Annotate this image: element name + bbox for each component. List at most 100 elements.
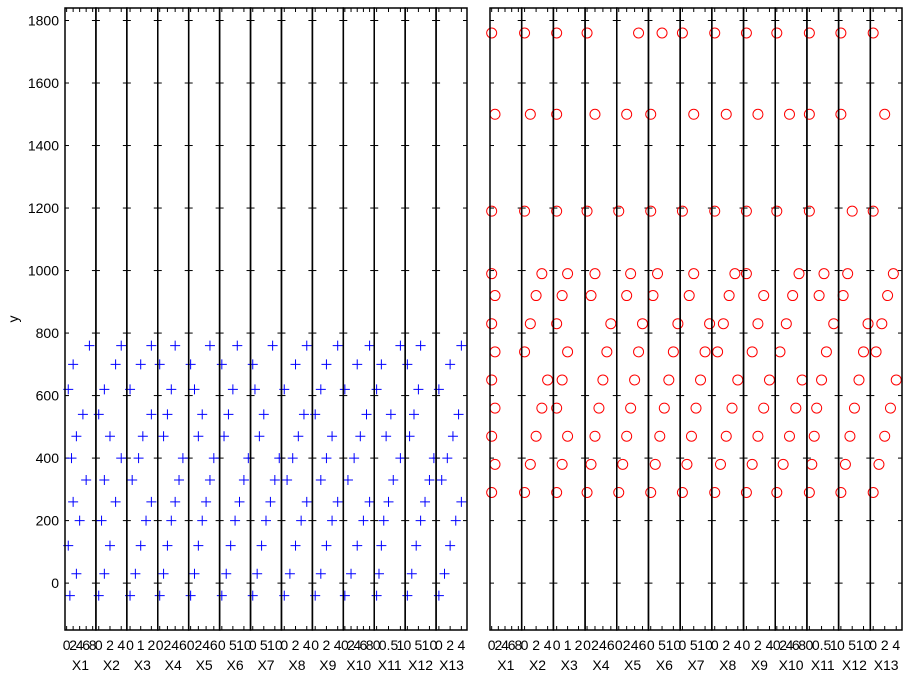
x-tick-label: 4 <box>599 637 607 653</box>
point <box>216 359 227 370</box>
x-axis-label: X1 <box>72 657 89 673</box>
x-tick-label: 2 <box>147 637 155 653</box>
x-tick-label: 6 <box>210 637 218 653</box>
point <box>247 359 258 370</box>
point <box>613 205 625 217</box>
subplot-frame <box>95 7 128 631</box>
point <box>486 430 498 442</box>
point <box>676 486 688 498</box>
point <box>732 374 744 386</box>
y-tick-label: 1200 <box>28 200 59 216</box>
point <box>158 568 169 579</box>
point <box>185 359 196 370</box>
point <box>170 496 181 507</box>
point <box>853 374 865 386</box>
point <box>146 496 157 507</box>
x-tick-label: 2 <box>292 637 300 653</box>
x-tick-label: 4 <box>734 637 742 653</box>
point <box>249 384 260 395</box>
point <box>315 568 326 579</box>
point <box>556 374 568 386</box>
point <box>803 27 815 39</box>
point <box>746 458 758 470</box>
subplot-frame <box>218 7 252 631</box>
point <box>828 318 840 330</box>
x-tick-label: 0 <box>521 637 529 653</box>
point <box>230 515 241 526</box>
point <box>835 27 847 39</box>
point <box>141 515 152 526</box>
x-tick-label: 2 <box>779 637 787 653</box>
point <box>252 568 263 579</box>
point <box>64 590 75 601</box>
point <box>752 108 764 120</box>
point <box>519 486 531 498</box>
x-axis-label: X12 <box>842 657 867 673</box>
subplot-frame <box>435 7 468 631</box>
point <box>166 515 177 526</box>
point <box>867 205 879 217</box>
x-tick-label: 5 <box>690 637 698 653</box>
point <box>844 430 856 442</box>
point <box>808 430 820 442</box>
point <box>436 474 447 485</box>
point <box>758 402 770 414</box>
point <box>685 430 697 442</box>
x-tick-label: 2 <box>623 637 631 653</box>
x-axis-label: X8 <box>288 657 305 673</box>
point <box>556 458 568 470</box>
point <box>723 290 735 302</box>
point <box>204 474 215 485</box>
x-tick-label: 2 <box>754 637 762 653</box>
point <box>884 402 896 414</box>
point <box>77 409 88 420</box>
x-axis-label: X4 <box>592 657 609 673</box>
point <box>717 318 729 330</box>
x-tick-label: 4 <box>766 637 774 653</box>
x-tick-label: 0 <box>341 637 349 653</box>
point <box>876 318 888 330</box>
x-tick-label: 0.5 <box>379 637 399 653</box>
point <box>352 540 363 551</box>
point <box>232 340 243 351</box>
y-axis-label: y <box>5 316 21 323</box>
point <box>771 205 783 217</box>
point <box>676 205 688 217</box>
point <box>258 409 269 420</box>
point <box>562 268 574 280</box>
point <box>740 486 752 498</box>
point <box>793 268 805 280</box>
point <box>447 431 458 442</box>
point <box>486 27 498 39</box>
point <box>99 474 110 485</box>
point <box>848 402 860 414</box>
x-axis-label: X9 <box>319 657 336 673</box>
x-tick-label: 0 <box>553 637 561 653</box>
point <box>373 568 384 579</box>
point <box>709 27 721 39</box>
x-tick-label: 4 <box>76 637 84 653</box>
point <box>358 515 369 526</box>
x-tick-label: 0 <box>837 637 845 653</box>
x-tick-label: 0.5 <box>812 637 832 653</box>
point <box>127 474 138 485</box>
subplot-frame <box>869 7 903 631</box>
point <box>116 453 127 464</box>
point <box>519 205 531 217</box>
subplot-frame <box>126 7 159 631</box>
point <box>321 359 332 370</box>
point <box>536 402 548 414</box>
point <box>519 27 531 39</box>
point <box>84 340 95 351</box>
subplot-frame <box>711 7 745 631</box>
point <box>402 590 413 601</box>
point <box>637 318 649 330</box>
subplot-frame <box>64 7 97 631</box>
subplot-frame <box>280 7 314 631</box>
point <box>439 568 450 579</box>
point <box>746 346 758 358</box>
subplot-frame <box>520 7 555 631</box>
x-tick-label: 0 <box>249 637 257 653</box>
point <box>803 205 815 217</box>
